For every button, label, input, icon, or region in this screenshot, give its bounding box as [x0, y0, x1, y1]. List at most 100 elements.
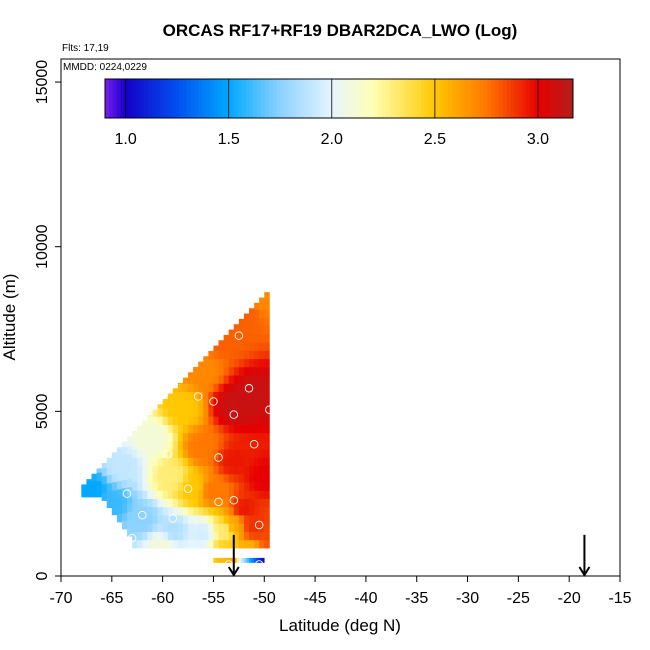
heatmap-cell [233, 424, 240, 434]
heatmap-cell [182, 383, 189, 392]
colorbar-segment [420, 79, 426, 118]
colorbar-segment [155, 79, 160, 118]
heatmap-cell [264, 309, 270, 318]
heatmap-cell [142, 523, 148, 532]
heatmap-cell [142, 490, 148, 500]
heatmap-cell [137, 473, 143, 483]
heatmap-cell [249, 515, 255, 524]
heatmap-cell [264, 465, 270, 475]
heatmap-cell [182, 498, 189, 508]
heatmap-cell [243, 482, 250, 491]
heatmap-cell [142, 506, 148, 516]
heatmap-cell [249, 383, 255, 392]
heatmap-cell [198, 449, 204, 458]
heatmap-cell [243, 465, 250, 475]
colorbar-segment [159, 79, 164, 118]
heatmap-cell [127, 519, 133, 529]
heatmap-cell [177, 506, 184, 516]
heatmap-cell [264, 342, 270, 351]
heatmap-cell [127, 503, 133, 512]
heatmap-cell [193, 399, 199, 409]
heatmap-cell [238, 523, 245, 532]
heatmap-cell [238, 465, 245, 475]
heatmap-cell [182, 432, 189, 442]
heatmap-cell [121, 512, 128, 522]
heatmap-cell [241, 557, 245, 563]
colorbar-segment [491, 79, 496, 118]
heatmap-cell [254, 465, 260, 475]
heatmap-cell [203, 523, 209, 532]
heatmap-cell [208, 515, 214, 524]
heatmap-cell [188, 531, 194, 541]
colorbar-segment [498, 79, 504, 118]
heatmap-cell [142, 482, 148, 491]
heatmap-cell [223, 482, 230, 491]
colorbar-segment [385, 79, 391, 118]
heatmap-cell [259, 325, 265, 335]
heatmap-cell [223, 350, 230, 360]
colorbar-segment [569, 79, 574, 118]
heatmap-cell [218, 340, 225, 343]
heatmap-cell [218, 424, 225, 434]
heatmap-cell [152, 515, 158, 524]
heatmap-cell [116, 497, 123, 506]
heatmap-cell [127, 436, 133, 438]
heatmap-cell [218, 416, 225, 425]
heatmap-cell [208, 449, 214, 458]
heatmap-cell [223, 358, 230, 368]
heatmap-cell [223, 490, 230, 500]
heatmap-cell [106, 458, 113, 467]
heatmap-cell [137, 465, 143, 475]
heatmap-cell [233, 506, 240, 516]
heatmap-cell [228, 391, 235, 401]
x-tick-label: -60 [151, 590, 174, 607]
data-marker [229, 496, 239, 505]
colorbar-segment [518, 79, 523, 118]
heatmap-cell [193, 531, 199, 541]
data-marker [265, 405, 274, 414]
heatmap-cell [121, 441, 128, 448]
heatmap-cell [188, 515, 194, 524]
heatmap-cell [162, 449, 169, 458]
heatmap-cell [259, 490, 265, 500]
heatmap-cell [254, 498, 260, 508]
heatmap-cell [127, 495, 133, 504]
heatmap-cell [223, 498, 230, 508]
heatmap-cell [249, 539, 255, 549]
heatmap-cell [157, 408, 164, 417]
heatmap-cell [254, 342, 260, 351]
heatmap-cell [259, 301, 265, 310]
heatmap-cell [208, 366, 214, 376]
heatmap-cell [137, 457, 143, 467]
heatmap-cell [137, 523, 143, 532]
heatmap-cell [259, 366, 265, 376]
heatmap-cell [238, 399, 245, 409]
heatmap-cell [213, 432, 219, 442]
y-axis-label: Altitude (m) [0, 274, 19, 361]
heatmap-cell [259, 399, 265, 409]
heatmap-cell [157, 404, 164, 409]
heatmap-cell [249, 309, 255, 318]
heatmap-cell [254, 408, 260, 417]
heatmap-cell [127, 478, 133, 488]
heatmap-cell [249, 523, 255, 532]
heatmap-cell [249, 408, 255, 417]
heatmap-cell [188, 498, 194, 508]
heatmap-cell [167, 515, 174, 524]
heatmap-cell [198, 361, 204, 368]
heatmap-cell [218, 539, 225, 549]
colorbar-segment [307, 79, 313, 118]
heatmap-cell [249, 531, 255, 541]
heatmap-cell [228, 557, 232, 563]
heatmap-cell [243, 366, 250, 376]
heatmap-cell [223, 539, 230, 549]
heatmap-cell [172, 465, 179, 475]
heatmap-cell [208, 498, 214, 508]
heatmap-cell [213, 375, 219, 384]
heatmap-cell [188, 490, 194, 500]
heatmap-cell [188, 539, 194, 549]
heatmap-cell [249, 375, 255, 384]
heatmap-cell [218, 523, 225, 532]
heatmap-cell [218, 482, 225, 491]
heatmap-cell [254, 523, 260, 532]
